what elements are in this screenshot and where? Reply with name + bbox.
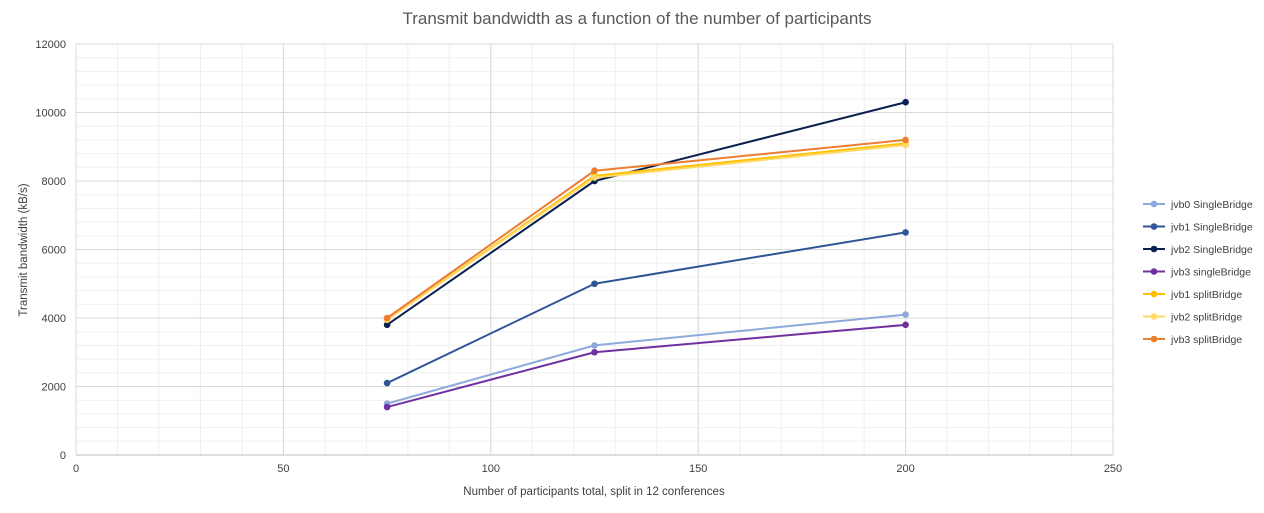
series-4: [383, 321, 909, 411]
legend-label: jvb3 singleBridge: [1170, 267, 1251, 279]
x-tick-label: 250: [1104, 463, 1122, 475]
series-line: [386, 323, 906, 409]
x-tick-label: 50: [277, 463, 289, 475]
legend-item: jvb1 SingleBridge: [1143, 222, 1253, 234]
legend-swatch-marker: [1150, 245, 1158, 253]
legend-swatch-marker: [1150, 200, 1158, 208]
legend-swatch-marker: [1150, 290, 1158, 298]
series-line: [386, 138, 906, 319]
legend-item: jvb2 SingleBridge: [1143, 244, 1253, 256]
x-axis-title: Number of participants total, split in 1…: [463, 486, 725, 498]
legend-swatch-marker: [1150, 268, 1158, 275]
series-6: [383, 141, 909, 324]
data-point: [902, 311, 909, 318]
legend: jvb0 SingleBridge jvb1 SingleBridge jvb2 S…: [1143, 199, 1253, 346]
y-tick-label: 12000: [35, 39, 66, 51]
legend-swatch-marker: [1150, 335, 1158, 343]
y-axis-ticks: 0 2000 4000 6000 8000 10000 12000: [35, 39, 66, 462]
data-point: [591, 280, 598, 288]
x-axis-ticks: 0 50 100 150 200 250: [73, 463, 1122, 475]
legend-label: jvb1 splitBridge: [1170, 289, 1242, 301]
series-line: [386, 231, 906, 384]
y-tick-label: 6000: [42, 245, 66, 257]
data-point: [383, 314, 391, 322]
data-point: [591, 167, 598, 175]
x-tick-label: 150: [689, 463, 707, 475]
x-tick-label: 100: [482, 463, 500, 475]
legend-item: jvb0 SingleBridge: [1143, 199, 1253, 211]
y-tick-label: 8000: [42, 176, 66, 188]
data-point: [902, 229, 909, 236]
x-tick-label: 0: [73, 463, 79, 475]
legend-item: jvb3 singleBridge: [1143, 267, 1251, 279]
legend-swatch-marker: [1150, 223, 1158, 230]
data-point: [591, 342, 598, 349]
legend-label: jvb3 splitBridge: [1170, 334, 1242, 346]
data-point: [902, 321, 909, 329]
data-point: [591, 348, 598, 356]
data-point: [902, 141, 909, 149]
chart-title: Transmit bandwidth as a function of the …: [402, 9, 871, 28]
series-7: [383, 136, 909, 322]
legend-item: jvb1 splitBridge: [1143, 289, 1242, 301]
legend-label: jvb1 SingleBridge: [1170, 222, 1253, 234]
data-point: [902, 98, 909, 106]
series-line: [386, 144, 906, 321]
y-tick-label: 4000: [42, 313, 66, 325]
x-tick-label: 200: [896, 463, 914, 475]
data-point: [383, 321, 391, 329]
data-point: [591, 174, 598, 181]
y-tick-label: 10000: [35, 108, 66, 120]
legend-label: jvb0 SingleBridge: [1170, 199, 1253, 211]
data-point: [383, 379, 391, 387]
legend-item: jvb3 splitBridge: [1143, 334, 1242, 346]
series-layer: [383, 98, 909, 411]
series-line: [386, 142, 906, 321]
legend-label: jvb2 splitBridge: [1170, 312, 1242, 324]
y-tick-label: 0: [60, 450, 66, 462]
major-gridlines: [75, 43, 1114, 456]
data-point: [902, 136, 909, 144]
legend-item: jvb2 splitBridge: [1143, 312, 1242, 324]
y-tick-label: 2000: [42, 382, 66, 394]
series-2: [383, 229, 909, 387]
y-axis-title: Transmit bandwidth (kB/s): [18, 183, 30, 316]
series-line: [386, 101, 906, 326]
legend-swatch-marker: [1150, 313, 1158, 320]
legend-label: jvb2 SingleBridge: [1170, 244, 1253, 256]
data-point: [383, 403, 391, 411]
series-3: [383, 98, 909, 329]
